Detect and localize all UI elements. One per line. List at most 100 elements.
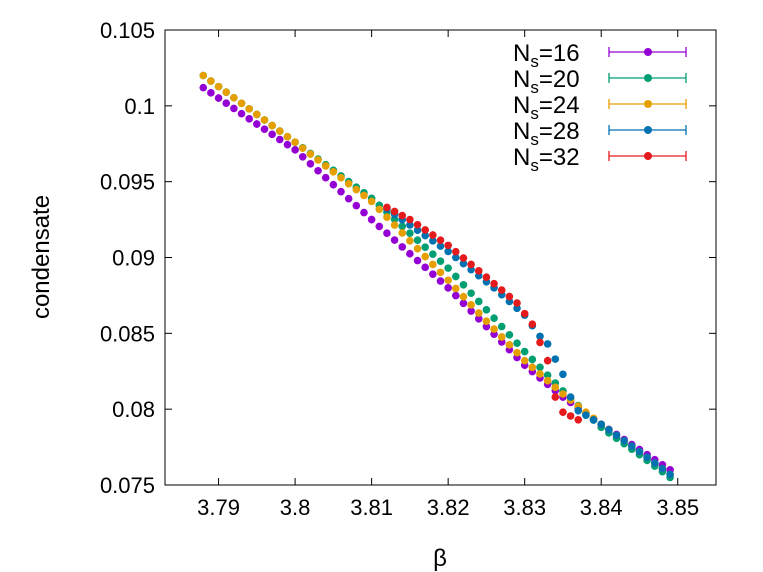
data-point — [666, 470, 674, 479]
data-point — [337, 187, 345, 196]
data-point — [253, 110, 261, 119]
data-point — [421, 231, 429, 240]
data-point — [520, 347, 529, 356]
data-point — [543, 340, 552, 348]
data-point — [306, 159, 315, 168]
data-point — [444, 264, 452, 272]
y-tick-label: 0.105 — [100, 18, 155, 43]
data-point — [520, 356, 529, 365]
data-point — [298, 144, 307, 152]
data-point — [398, 229, 407, 237]
data-point — [429, 260, 437, 269]
data-point — [474, 267, 483, 275]
data-point — [321, 173, 330, 182]
data-point — [497, 286, 506, 294]
data-point — [383, 213, 391, 221]
data-point — [421, 226, 429, 234]
legend-label: Ns=28 — [513, 118, 580, 149]
data-point — [245, 115, 253, 123]
data-point — [329, 180, 338, 189]
data-point — [207, 77, 215, 85]
legend-marker — [644, 126, 652, 134]
x-axis-label: β — [433, 545, 447, 572]
data-point — [536, 363, 544, 372]
data-point — [230, 93, 238, 102]
data-point — [429, 270, 437, 278]
data-point — [375, 222, 384, 231]
data-point — [582, 411, 590, 420]
data-point — [536, 332, 544, 341]
data-point — [367, 215, 376, 224]
data-point — [375, 205, 384, 214]
data-point — [298, 152, 307, 161]
data-point — [513, 304, 521, 313]
data-point — [283, 132, 292, 141]
data-point — [589, 415, 598, 424]
data-point — [520, 309, 529, 318]
data-point — [260, 125, 269, 133]
data-point — [413, 256, 422, 265]
data-point — [275, 127, 284, 135]
data-point — [383, 229, 391, 238]
series-ns16 — [199, 83, 674, 474]
y-tick-label: 0.09 — [112, 246, 155, 271]
data-point — [597, 420, 606, 429]
data-point — [505, 341, 514, 349]
data-point — [650, 459, 659, 467]
y-tick-label: 0.075 — [100, 473, 155, 498]
series-ns32 — [383, 203, 583, 424]
data-point — [406, 249, 414, 258]
data-point — [398, 222, 407, 231]
data-point — [467, 307, 475, 315]
data-point — [413, 236, 422, 245]
data-point — [413, 220, 422, 229]
data-point — [398, 243, 407, 251]
legend-label: Ns=16 — [513, 40, 580, 71]
data-point — [528, 320, 537, 329]
data-point — [482, 317, 491, 326]
data-point — [452, 253, 460, 262]
data-point — [559, 370, 567, 379]
data-point — [566, 412, 575, 420]
y-tick-label: 0.085 — [100, 321, 155, 346]
data-point — [230, 104, 238, 113]
data-point — [452, 284, 460, 293]
data-point — [474, 314, 483, 323]
x-tick-label: 3.8 — [280, 495, 311, 520]
data-point — [306, 150, 315, 158]
data-point — [344, 194, 353, 203]
data-point — [459, 254, 468, 262]
data-point — [658, 464, 667, 473]
data-point — [444, 284, 452, 292]
data-point — [199, 83, 208, 92]
data-point — [429, 250, 437, 258]
data-point — [275, 135, 284, 144]
data-point — [390, 221, 399, 229]
data-point — [574, 415, 583, 424]
data-point — [429, 231, 437, 239]
data-point — [444, 276, 452, 285]
data-point — [291, 146, 299, 154]
data-point — [536, 338, 544, 347]
data-point — [513, 339, 521, 347]
legend-label: Ns=32 — [513, 144, 580, 175]
data-point — [551, 355, 560, 363]
data-point — [497, 322, 506, 331]
data-point — [321, 162, 330, 170]
data-point — [444, 241, 452, 250]
y-tick-label: 0.095 — [100, 170, 155, 195]
data-point — [367, 197, 376, 206]
data-point — [543, 356, 552, 365]
data-point — [643, 453, 651, 462]
data-point — [207, 89, 215, 97]
data-point — [452, 247, 460, 256]
data-point — [237, 99, 246, 108]
data-point — [237, 109, 246, 118]
data-point — [551, 383, 560, 392]
data-point — [482, 322, 491, 331]
data-point — [214, 94, 223, 102]
data-point — [490, 314, 498, 322]
data-point — [543, 376, 552, 385]
data-point — [620, 436, 628, 445]
data-point — [528, 355, 537, 364]
